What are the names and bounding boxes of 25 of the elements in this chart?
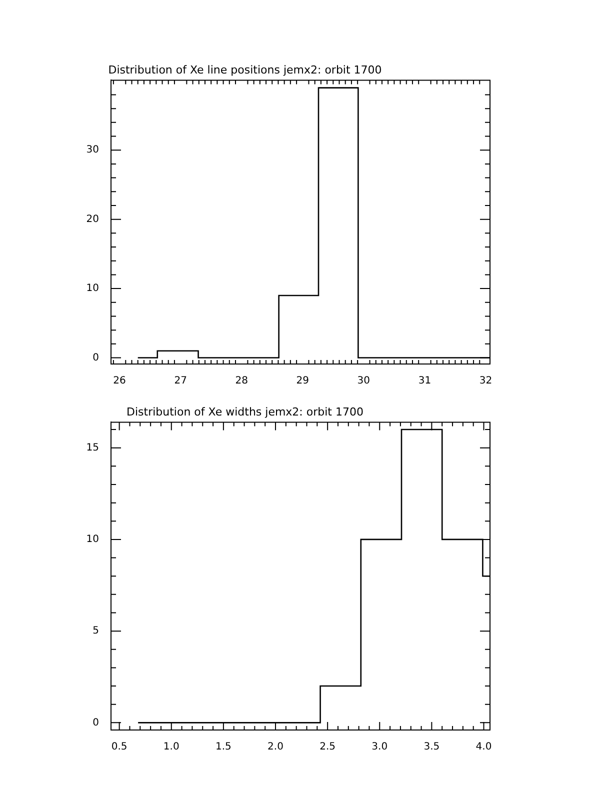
x-tick-label: 28 [235,376,248,387]
x-tick-label: 4.0 [476,742,492,753]
x-tick-label: 3.5 [424,742,440,753]
chart-title: Distribution of Xe widths jemx2: orbit 1700 [126,405,364,418]
y-tick-label: 0 [92,717,99,728]
chart-title: Distribution of Xe line positions jemx2: orbit 1700 [108,63,382,76]
x-tick-label: 26 [113,376,126,387]
y-tick-label: 5 [92,626,99,637]
y-tick-label: 10 [86,283,99,294]
y-tick-label: 0 [92,352,99,364]
x-tick-label: 1.5 [215,742,232,753]
x-tick-label: 29 [296,376,310,387]
x-tick-label: 2.0 [268,742,284,753]
y-tick-label: 10 [86,534,99,546]
x-tick-label: 30 [357,376,370,387]
x-tick-label: 31 [418,376,432,387]
x-tick-label: 3.0 [372,742,388,753]
x-tick-label: 1.0 [163,742,180,753]
y-tick-label: 30 [86,144,99,156]
x-tick-label: 2.5 [320,742,336,753]
x-tick-label: 32 [479,376,492,387]
y-tick-label: 15 [86,442,99,454]
x-tick-label: 27 [174,376,187,387]
y-tick-label: 20 [86,214,99,225]
x-tick-label: 0.5 [111,742,128,753]
